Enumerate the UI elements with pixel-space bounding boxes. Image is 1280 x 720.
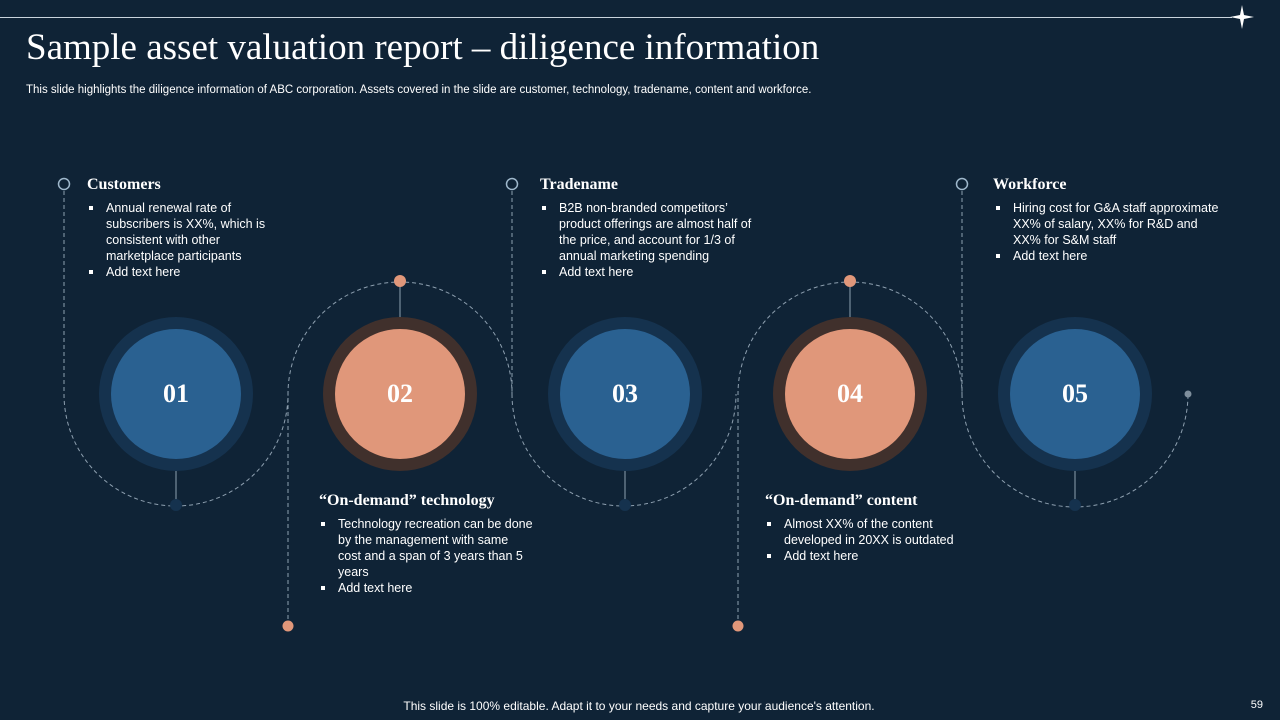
bullet-list-content: Almost XX% of the content developed in 2…: [765, 516, 970, 564]
marker-dot-bottom-01: [170, 499, 182, 511]
heading-on-demand-content: “On-demand” content: [765, 492, 918, 509]
heading-customers: Customers: [87, 176, 161, 193]
step-circle-03: 03: [548, 317, 702, 471]
bullet-item: Add text here: [319, 580, 534, 596]
marker-dot-tradename: [505, 177, 519, 191]
bullet-item: Add text here: [87, 264, 272, 280]
marker-dot-top-02: [394, 275, 406, 287]
step-number-05: 05: [1010, 329, 1140, 459]
bullet-item: Almost XX% of the content developed in 2…: [765, 516, 970, 548]
footer-note: This slide is 100% editable. Adapt it to…: [403, 699, 875, 713]
step-circle-01: 01: [99, 317, 253, 471]
marker-dot-customers: [57, 177, 71, 191]
marker-dot-end: [1184, 390, 1192, 398]
marker-dot-content: [732, 620, 744, 632]
marker-dot-top-04: [844, 275, 856, 287]
step-number-01: 01: [111, 329, 241, 459]
bullet-item: B2B non-branded competitors’ product off…: [540, 200, 772, 264]
marker-dot-workforce: [955, 177, 969, 191]
bullet-list-customers: Annual renewal rate of subscribers is XX…: [87, 200, 272, 280]
slide-title: Sample asset valuation report – diligenc…: [26, 27, 820, 68]
bullet-item: Add text here: [765, 548, 970, 564]
bullet-item: Add text here: [540, 264, 772, 280]
bullet-item: Hiring cost for G&A staff approximate XX…: [994, 200, 1219, 248]
heading-on-demand-technology: “On-demand” technology: [319, 492, 495, 509]
bullet-item: Technology recreation can be done by the…: [319, 516, 534, 580]
step-circle-02: 02: [323, 317, 477, 471]
bullet-item: Add text here: [994, 248, 1219, 264]
heading-workforce: Workforce: [993, 176, 1067, 193]
bullet-list-tradename: B2B non-branded competitors’ product off…: [540, 200, 772, 280]
marker-dot-technology: [282, 620, 294, 632]
page-number: 59: [1250, 699, 1263, 711]
step-number-03: 03: [560, 329, 690, 459]
step-circle-05: 05: [998, 317, 1152, 471]
slide-subtitle: This slide highlights the diligence info…: [26, 84, 812, 96]
step-number-02: 02: [335, 329, 465, 459]
heading-tradename: Tradename: [540, 176, 618, 193]
step-circle-04: 04: [773, 317, 927, 471]
bullet-list-technology: Technology recreation can be done by the…: [319, 516, 534, 596]
sparkle-star-icon: [1230, 5, 1254, 29]
marker-dot-bottom-03: [619, 499, 631, 511]
bullet-list-workforce: Hiring cost for G&A staff approximate XX…: [994, 200, 1219, 264]
marker-dot-bottom-05: [1069, 499, 1081, 511]
step-number-04: 04: [785, 329, 915, 459]
top-divider-line: [0, 17, 1232, 18]
bullet-item: Annual renewal rate of subscribers is XX…: [87, 200, 272, 264]
